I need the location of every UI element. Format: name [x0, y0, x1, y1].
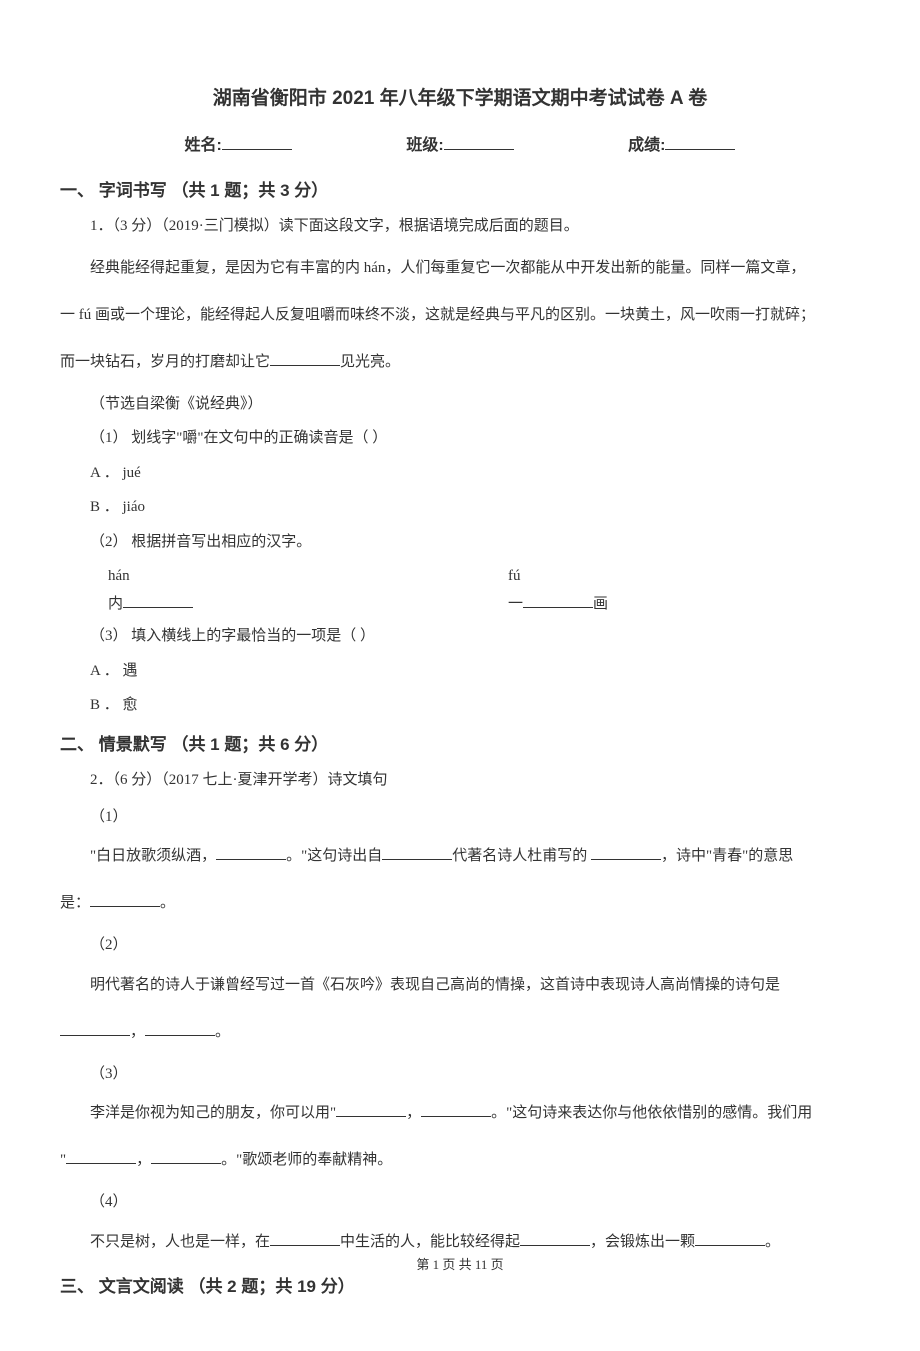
s3-q2: ， — [136, 1152, 151, 1168]
s2-1: （1） — [60, 806, 860, 829]
blank-4c[interactable] — [695, 1230, 765, 1246]
opt-a-3: A ． 遇 — [60, 660, 860, 683]
blank-2-1b[interactable] — [382, 844, 452, 860]
s2-2-line2: ，。 — [60, 1016, 860, 1049]
fill-2-blank[interactable] — [523, 592, 593, 608]
score-blank[interactable] — [665, 134, 735, 150]
fill-1-prefix: 内 — [108, 596, 123, 612]
pinyin-1: hán — [60, 565, 460, 588]
exam-title: 湖南省衡阳市 2021 年八年级下学期语文期中考试试卷 A 卷 — [60, 85, 860, 114]
name-blank[interactable] — [222, 134, 292, 150]
class-blank[interactable] — [444, 134, 514, 150]
blank-3d[interactable] — [151, 1148, 221, 1164]
s3-t1: 李洋是你视为知己的朋友，你可以用" — [90, 1105, 336, 1121]
s2-2-sep: ， — [130, 1024, 145, 1040]
fill-1: 内 — [60, 592, 460, 616]
fill-1-blank[interactable] — [123, 592, 193, 608]
passage-source: （节选自梁衡《说经典》） — [60, 393, 860, 416]
s2-1-t2: 。"这句诗出自 — [286, 848, 382, 864]
blank-2-2b[interactable] — [145, 1020, 215, 1036]
blank-3b[interactable] — [421, 1101, 491, 1117]
q1-label: 1．（3 分）（2019·三门模拟）读下面这段文字，根据语境完成后面的题目。 — [60, 215, 860, 238]
s4-t1: 不只是树，人也是一样，在 — [90, 1234, 270, 1250]
s2-1-t3: 代著名诗人杜甫写的 — [452, 848, 591, 864]
blank-4b[interactable] — [520, 1230, 590, 1246]
section-3-header: 三、 文言文阅读 （共 2 题；共 19 分） — [60, 1274, 860, 1300]
pinyin-row: hán fú — [60, 565, 860, 588]
sub-2: （2） 根据拼音写出相应的汉字。 — [60, 531, 860, 554]
sub-3: （3） 填入横线上的字最恰当的一项是（ ） — [60, 625, 860, 648]
passage-line-3: 而一块钻石，岁月的打磨却让它 见光亮。 — [60, 346, 860, 379]
s2-1-t1: "白日放歌须纵酒， — [90, 848, 216, 864]
fill-2-suffix: 画 — [593, 596, 608, 612]
blank-2-1d[interactable] — [90, 891, 160, 907]
passage-line-2: 一 fú 画或一个理论，能经得起人反复咀嚼而味终不淡，这就是经典与平凡的区别。一… — [60, 299, 860, 332]
s2-2-end: 。 — [215, 1024, 230, 1040]
s2-3: （3） — [60, 1063, 860, 1086]
blank-inline-1[interactable] — [270, 350, 340, 366]
s2-3-line: 李洋是你视为知己的朋友，你可以用" ， 。"这句诗来表达你与他依依惜别的感情。我们用 — [60, 1097, 860, 1130]
s2-3-line2: "，。"歌颂老师的奉献精神。 — [60, 1144, 860, 1177]
s2-1-t5a: 是： — [60, 895, 90, 911]
blank-3a[interactable] — [336, 1101, 406, 1117]
meta-row: 姓名: 班级: 成绩: — [60, 134, 860, 158]
s3-t3: 。"这句诗来表达你与他依依惜别的感情。我们用 — [491, 1105, 812, 1121]
s3-q3: 。"歌颂老师的奉献精神。 — [221, 1152, 392, 1168]
q2-label: 2．（6 分）（2017 七上·夏津开学考）诗文填句 — [60, 769, 860, 792]
s3-t2: ， — [406, 1105, 421, 1121]
blank-2-1a[interactable] — [216, 844, 286, 860]
s2-1-t4: ，诗中"青春"的意思 — [661, 848, 793, 864]
pinyin-2: fú — [460, 565, 860, 588]
s4-t4: 。 — [765, 1234, 780, 1250]
score-label: 成绩: — [628, 137, 665, 154]
name-label: 姓名: — [185, 137, 222, 154]
s2-1-line2: 是： 。 — [60, 887, 860, 920]
fill-2: 一画 — [460, 592, 860, 616]
s4-t2: 中生活的人，能比较经得起 — [340, 1234, 520, 1250]
opt-a-1: A ． jué — [60, 462, 860, 485]
class-label: 班级: — [406, 137, 443, 154]
fill-row: 内 一画 — [60, 592, 860, 616]
s2-2-line: 明代著名的诗人于谦曾经写过一首《石灰吟》表现自己高尚的情操，这首诗中表现诗人高尚… — [60, 969, 860, 1002]
s2-1-t5b: 。 — [160, 895, 175, 911]
passage-line-1: 经典能经得起重复，是因为它有丰富的内 hán，人们每重复它一次都能从中开发出新的… — [60, 252, 860, 285]
page-footer: 第 1 页 共 11 页 — [0, 1255, 920, 1275]
s2-2: （2） — [60, 934, 860, 957]
opt-b-3: B ． 愈 — [60, 694, 860, 717]
blank-2-1c[interactable] — [591, 844, 661, 860]
fill-2-prefix: 一 — [508, 596, 523, 612]
sub-1: （1） 划线字"嚼"在文句中的正确读音是（ ） — [60, 427, 860, 450]
blank-3c[interactable] — [66, 1148, 136, 1164]
opt-b-1: B ． jiáo — [60, 496, 860, 519]
passage-3a: 而一块钻石，岁月的打磨却让它 — [60, 354, 270, 370]
blank-4a[interactable] — [270, 1230, 340, 1246]
section-2-header: 二、 情景默写 （共 1 题；共 6 分） — [60, 732, 860, 758]
s2-1-line: "白日放歌须纵酒， 。"这句诗出自 代著名诗人杜甫写的 ，诗中"青春"的意思 — [60, 840, 860, 873]
s2-4: （4） — [60, 1191, 860, 1214]
blank-2-2a[interactable] — [60, 1020, 130, 1036]
passage-3b: 见光亮。 — [340, 354, 400, 370]
section-1-header: 一、 字词书写 （共 1 题；共 3 分） — [60, 178, 860, 204]
s4-t3: ，会锻炼出一颗 — [590, 1234, 695, 1250]
